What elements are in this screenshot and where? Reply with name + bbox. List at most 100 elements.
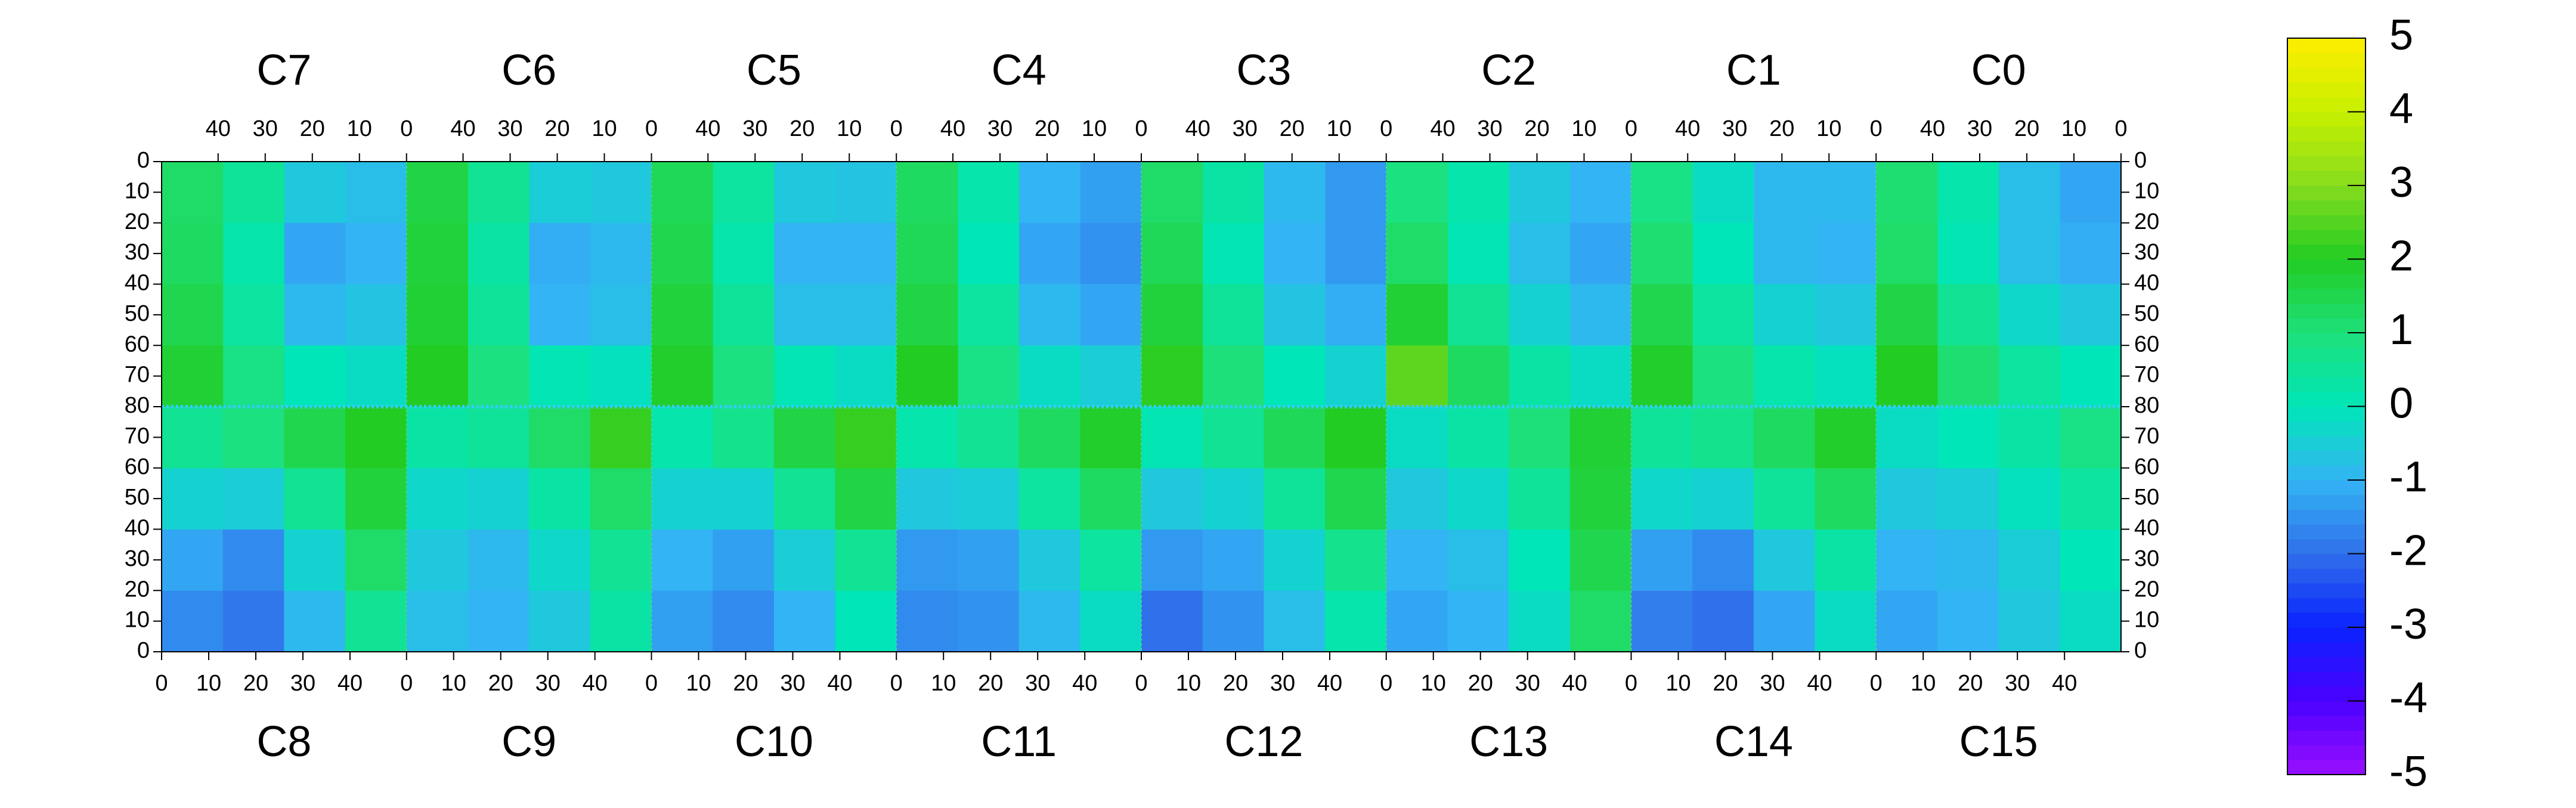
x-tick-label: 0 xyxy=(645,116,658,141)
x-tick-label: 20 xyxy=(2014,116,2039,141)
y-tick-label: 0 xyxy=(137,148,150,173)
heat-cell xyxy=(284,222,346,284)
heat-cell xyxy=(773,590,836,652)
heat-cell xyxy=(222,407,284,469)
heat-cell xyxy=(1569,345,1631,407)
heat-cell xyxy=(1447,162,1509,224)
heat-cell xyxy=(1080,222,1142,284)
heat-cell xyxy=(590,222,652,284)
heat-cell xyxy=(713,468,775,530)
x-tick-label: 40 xyxy=(1072,671,1097,696)
heat-cell xyxy=(1018,345,1080,407)
heat-cell xyxy=(713,407,775,469)
colorbar-step xyxy=(2287,524,2366,540)
heat-cell xyxy=(1447,590,1509,652)
heat-cell xyxy=(713,284,775,346)
heat-cell xyxy=(1753,529,1816,591)
x-tick-label: 20 xyxy=(733,671,758,696)
heat-cell xyxy=(1631,590,1693,652)
heat-cell xyxy=(345,284,407,346)
x-tick-label: 20 xyxy=(1468,671,1493,696)
heat-cell xyxy=(1692,407,1754,469)
x-tick-label: 0 xyxy=(1625,116,1637,141)
heat-cell xyxy=(1753,590,1816,652)
heat-cell xyxy=(651,284,713,346)
y-tick-label: 20 xyxy=(125,577,150,602)
heat-cell xyxy=(713,590,775,652)
colorbar-tick-label: -2 xyxy=(2389,527,2428,575)
heat-cell xyxy=(1386,468,1448,530)
heat-cell xyxy=(345,222,407,284)
x-tick-label: 20 xyxy=(1713,671,1738,696)
x-tick-label: 10 xyxy=(1082,116,1107,141)
heat-cell xyxy=(1631,162,1693,224)
heat-cell xyxy=(2060,407,2122,469)
heat-cell xyxy=(284,162,346,224)
colorbar-step xyxy=(2287,760,2366,775)
x-tick-label: 0 xyxy=(1380,116,1392,141)
x-tick-label: 10 xyxy=(1327,116,1352,141)
heat-cell xyxy=(1264,345,1326,407)
heat-cell xyxy=(1447,222,1509,284)
heat-cell xyxy=(1509,407,1571,469)
heat-cell xyxy=(1998,590,2060,652)
heat-cell xyxy=(1141,468,1203,530)
heat-cell xyxy=(957,529,1020,591)
x-tick-label: 10 xyxy=(196,671,221,696)
x-tick-label: 10 xyxy=(1571,116,1596,141)
heat-cell xyxy=(1325,284,1387,346)
heat-cell xyxy=(284,284,346,346)
heat-cell xyxy=(1447,529,1509,591)
y-tick-label: 10 xyxy=(125,178,150,203)
heat-cell xyxy=(222,468,284,530)
x-tick-label: 0 xyxy=(1380,671,1392,696)
heat-cell xyxy=(222,284,284,346)
heat-cell xyxy=(835,468,897,530)
colorbar-step xyxy=(2287,435,2366,451)
heat-cell xyxy=(222,345,284,407)
heat-cell xyxy=(1141,345,1203,407)
x-tick-label: 20 xyxy=(1524,116,1549,141)
x-tick-label: 0 xyxy=(1870,116,1883,141)
heat-cell xyxy=(1018,407,1080,469)
y-tick-label: 30 xyxy=(125,546,150,571)
heat-cell xyxy=(1876,284,1938,346)
heat-cell xyxy=(1998,162,2060,224)
heat-cell xyxy=(1509,590,1571,652)
heat-cell xyxy=(773,345,836,407)
y-tick-label: 40 xyxy=(125,271,150,296)
heat-cell xyxy=(773,407,836,469)
heat-cell xyxy=(1018,222,1080,284)
heat-cell xyxy=(835,284,897,346)
heat-cell xyxy=(345,590,407,652)
panel-title: C4 xyxy=(992,47,1046,94)
y-tick-label: 60 xyxy=(2134,454,2159,479)
heat-cell xyxy=(1753,284,1816,346)
colorbar-step xyxy=(2287,745,2366,760)
colorbar-tick-label: 0 xyxy=(2389,380,2413,428)
colorbar-step xyxy=(2287,509,2366,525)
x-tick-label: 30 xyxy=(497,116,522,141)
y-tick-label: 80 xyxy=(2134,393,2159,418)
colorbar-step xyxy=(2287,141,2366,157)
x-tick-label: 30 xyxy=(290,671,315,696)
x-tick-label: 30 xyxy=(253,116,278,141)
colorbar-step xyxy=(2287,200,2366,215)
heat-cell xyxy=(1325,590,1387,652)
x-tick-label: 30 xyxy=(535,671,561,696)
heat-cell xyxy=(1264,162,1326,224)
heat-cell xyxy=(2060,345,2122,407)
heat-cell xyxy=(651,345,713,407)
heat-cell xyxy=(406,468,468,530)
heat-cell xyxy=(345,468,407,530)
y-tick-label: 50 xyxy=(125,485,150,510)
colorbar-step xyxy=(2287,288,2366,304)
heat-cell xyxy=(1569,407,1631,469)
heat-cell xyxy=(1141,529,1203,591)
heat-cell xyxy=(1692,529,1754,591)
heat-cell xyxy=(222,162,284,224)
heat-cell xyxy=(1325,222,1387,284)
heat-cell xyxy=(162,345,224,407)
heat-cell xyxy=(284,468,346,530)
heat-cell xyxy=(896,345,958,407)
